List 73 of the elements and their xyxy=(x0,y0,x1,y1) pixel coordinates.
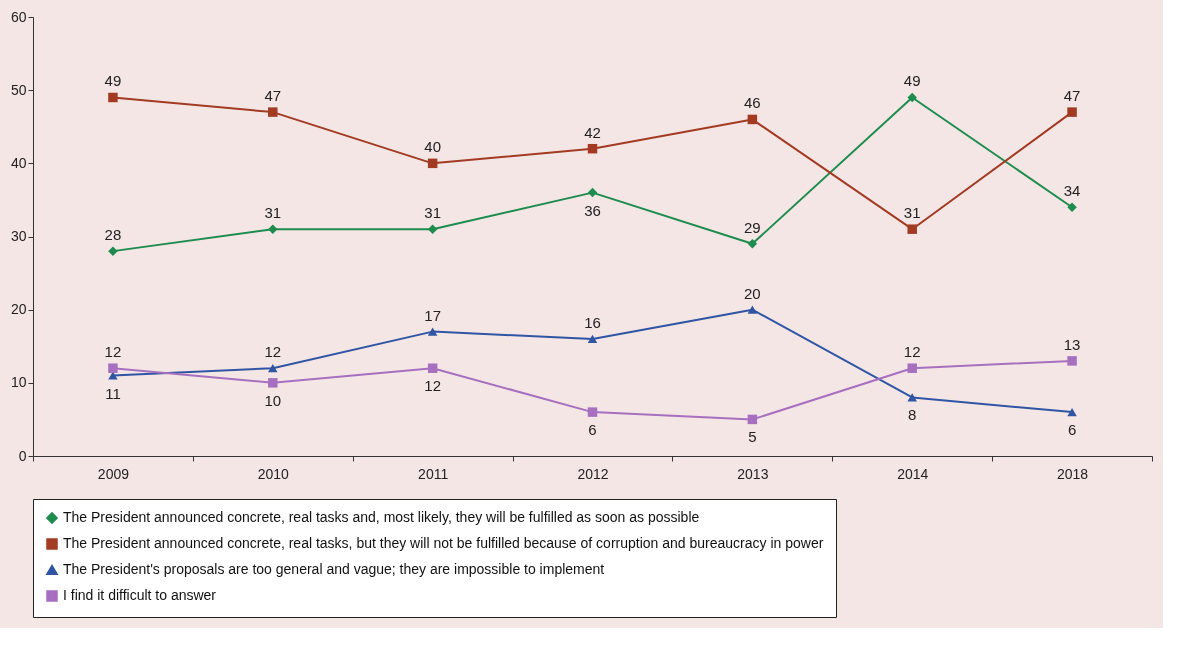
point xyxy=(587,334,598,344)
point xyxy=(747,239,758,249)
data-label: 13 xyxy=(1063,335,1081,353)
data-label: 28 xyxy=(104,226,122,244)
data-label: 47 xyxy=(1063,87,1081,105)
point xyxy=(747,305,758,314)
data-label: 12 xyxy=(424,377,441,395)
x-tick-label: 2010 xyxy=(257,465,290,482)
legend-label: I find it difficult to answer xyxy=(63,587,217,603)
y-tick-label: 40 xyxy=(10,154,27,171)
x-tick-label: 2012 xyxy=(577,465,609,482)
data-label: 5 xyxy=(748,428,757,446)
x-tick-label: 2009 xyxy=(97,465,130,482)
data-label: 42 xyxy=(584,123,601,141)
point xyxy=(907,393,917,402)
legend-label: The President's proposals are too general and vague; they are impossible to implement xyxy=(63,561,605,577)
point xyxy=(587,143,598,154)
data-label: 34 xyxy=(1063,182,1081,200)
data-label: 40 xyxy=(424,138,441,156)
point xyxy=(1067,407,1077,417)
data-label: 31 xyxy=(903,204,921,222)
data-label: 16 xyxy=(584,313,601,331)
point xyxy=(427,224,438,234)
point xyxy=(907,363,917,373)
legend-label: The President announced concrete, real tasks, but they will not be fulfilled because of corruption and bureaucracy in power xyxy=(63,535,824,551)
point xyxy=(907,224,917,234)
data-label: 31 xyxy=(264,204,282,222)
data-label: 6 xyxy=(588,421,597,439)
point xyxy=(907,92,917,103)
point xyxy=(108,363,118,373)
data-label: 12 xyxy=(104,343,122,361)
data-label: 29 xyxy=(744,218,761,236)
data-label: 12 xyxy=(903,343,921,361)
data-label: 10 xyxy=(264,391,282,409)
data-label: 11 xyxy=(105,384,121,402)
point xyxy=(268,364,278,373)
x-tick-label: 2018 xyxy=(1056,465,1089,482)
data-label: 36 xyxy=(584,201,601,219)
point xyxy=(1067,107,1077,117)
y-tick-label: 10 xyxy=(10,374,27,391)
y-tick-label: 20 xyxy=(10,301,27,318)
point xyxy=(268,378,278,388)
y-tick-label: 30 xyxy=(10,228,27,244)
data-label: 8 xyxy=(908,406,917,424)
data-label: 49 xyxy=(104,72,122,90)
x-tick-label: 2014 xyxy=(897,465,929,482)
x-tick-label: 2013 xyxy=(737,465,769,482)
data-label: 17 xyxy=(424,306,441,324)
point xyxy=(747,414,758,425)
y-tick-label: 0 xyxy=(18,447,27,464)
point xyxy=(587,407,598,417)
data-label: 47 xyxy=(264,87,282,105)
y-tick-label: 50 xyxy=(10,81,27,98)
point xyxy=(108,92,118,103)
data-label: 31 xyxy=(424,204,441,222)
y-tick-label: 60 xyxy=(10,8,27,25)
point xyxy=(268,107,278,117)
point xyxy=(108,371,118,380)
point xyxy=(587,187,598,198)
point xyxy=(427,327,438,336)
data-label: 46 xyxy=(744,94,761,112)
point xyxy=(747,114,758,125)
point xyxy=(1067,356,1077,366)
point xyxy=(268,224,278,234)
data-label: 6 xyxy=(1067,421,1077,439)
legend-label: The President announced concrete, real tasks and, most likely, they will be fulfilled as soon as possible xyxy=(63,509,700,525)
point xyxy=(427,363,438,373)
data-label: 12 xyxy=(264,343,282,361)
point xyxy=(1067,202,1077,212)
data-label: 20 xyxy=(744,284,761,302)
point xyxy=(427,158,438,169)
x-tick-label: 2011 xyxy=(418,465,449,482)
data-label: 49 xyxy=(903,72,921,90)
